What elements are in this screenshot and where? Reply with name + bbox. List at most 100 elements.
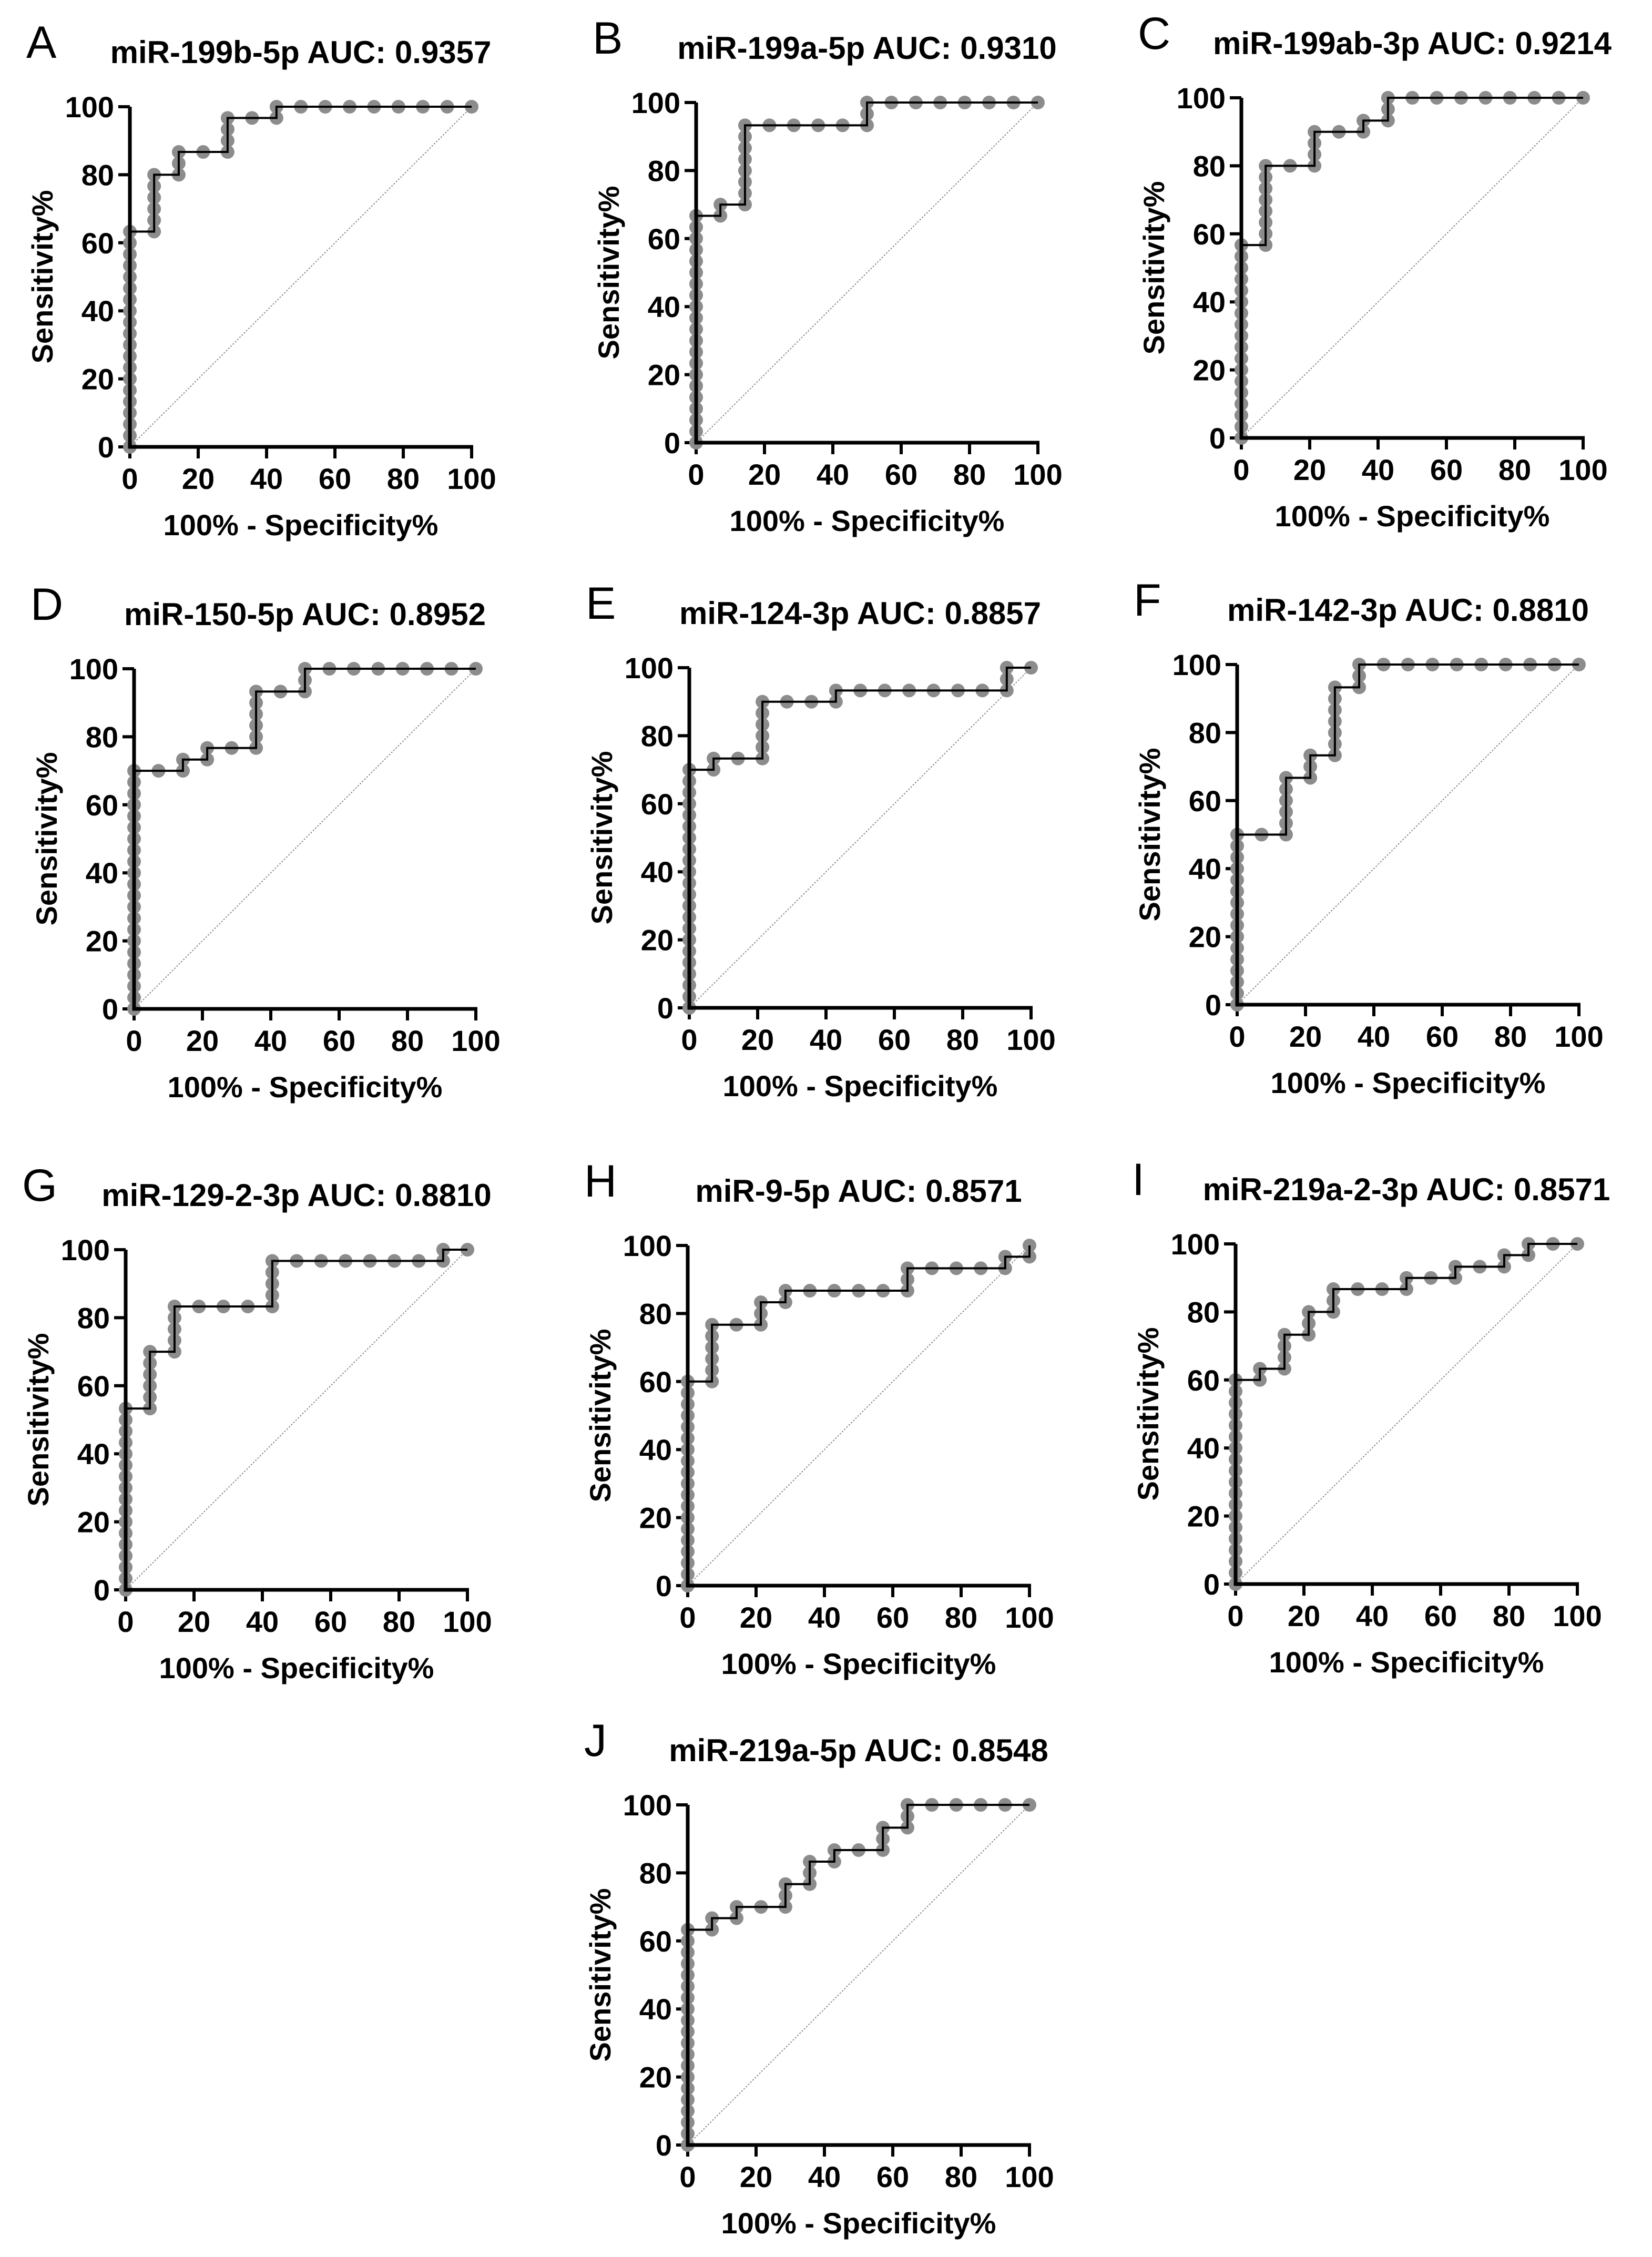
x-tick-label: 80 [953, 458, 986, 491]
y-tick-label: 0 [1209, 422, 1226, 455]
x-tick-label: 60 [876, 2160, 909, 2193]
y-axis-label: Sensitivity% [30, 752, 63, 926]
y-tick-label: 100 [1171, 1228, 1220, 1261]
chart-title: miR-199a-5p AUC: 0.9310 [677, 30, 1056, 66]
roc-curve [1240, 97, 1583, 438]
y-tick-label: 20 [81, 363, 114, 396]
x-tick-label: 40 [1358, 1020, 1390, 1053]
x-tick-label: 0 [121, 462, 138, 495]
roc-curve [687, 1804, 1029, 2145]
x-tick-label: 80 [1493, 1599, 1525, 1632]
x-tick-label: 20 [178, 1605, 210, 1638]
y-tick-label: 20 [641, 924, 674, 957]
y-tick-label: 20 [639, 2061, 672, 2094]
y-tick-label: 60 [86, 789, 118, 822]
x-tick-label: 0 [1229, 1020, 1245, 1053]
x-axis-label: 100% - Specificity% [1269, 1646, 1544, 1679]
x-tick-label: 60 [319, 462, 351, 495]
y-tick-label: 20 [1187, 1500, 1220, 1533]
y-tick-label: 0 [102, 993, 118, 1026]
x-tick-label: 100 [1554, 1020, 1603, 1053]
y-tick-label: 20 [1189, 921, 1221, 954]
x-tick-label: 80 [946, 1023, 979, 1056]
x-tick-label: 80 [1494, 1020, 1527, 1053]
x-tick-label: 20 [182, 462, 215, 495]
y-tick-label: 80 [1193, 149, 1226, 182]
y-axis-label: Sensitivity% [26, 190, 59, 364]
roc-curve [1235, 1243, 1577, 1584]
chart-title: miR-124-3p AUC: 0.8857 [679, 596, 1041, 631]
chart-title: miR-199ab-3p AUC: 0.9214 [1213, 26, 1612, 61]
x-tick-label: 100 [1006, 1023, 1055, 1056]
x-tick-label: 20 [741, 1023, 774, 1056]
x-tick-label: 100 [447, 462, 496, 495]
y-tick-label: 0 [1205, 988, 1221, 1022]
chart-title: miR-219a-5p AUC: 0.8548 [669, 1733, 1048, 1768]
panel-letter: E [586, 578, 616, 629]
x-axis-label: 100% - Specificity% [721, 1647, 996, 1680]
panel-letter: A [26, 17, 57, 68]
x-tick-label: 100 [1005, 1601, 1054, 1634]
x-axis-label: 100% - Specificity% [168, 1070, 443, 1104]
y-tick-label: 20 [648, 359, 680, 392]
y-tick-label: 60 [639, 1925, 672, 1958]
panel-letter: J [584, 1715, 607, 1766]
y-tick-label: 100 [1172, 648, 1221, 681]
roc-curve [687, 1245, 1031, 1586]
roc-curve [1236, 663, 1579, 1005]
x-tick-label: 80 [1498, 453, 1531, 486]
x-tick-label: 0 [117, 1605, 134, 1638]
y-tick-label: 100 [631, 86, 680, 119]
y-tick-label: 20 [639, 1502, 672, 1535]
y-axis-label: Sensitivity% [585, 751, 618, 925]
x-tick-label: 0 [681, 1023, 697, 1056]
chart-title: miR-219a-2-3p AUC: 0.8571 [1203, 1172, 1610, 1207]
x-tick-label: 40 [250, 462, 283, 495]
x-tick-label: 20 [740, 1601, 772, 1634]
x-tick-label: 100 [451, 1024, 500, 1057]
y-tick-label: 40 [81, 294, 114, 328]
x-tick-label: 0 [688, 458, 704, 491]
x-axis-label: 100% - Specificity% [723, 1069, 998, 1102]
y-tick-label: 100 [61, 1233, 110, 1267]
x-tick-label: 80 [945, 1601, 977, 1634]
y-tick-label: 100 [69, 652, 118, 686]
y-axis-label: Sensitivity% [592, 186, 625, 360]
y-tick-label: 80 [86, 720, 118, 753]
y-tick-label: 80 [648, 154, 680, 187]
roc-curve [688, 667, 1031, 1008]
x-tick-label: 60 [885, 458, 917, 491]
y-axis-label: Sensitivity% [1137, 181, 1170, 355]
panel-letter: H [584, 1156, 617, 1207]
y-tick-label: 0 [94, 1574, 110, 1607]
x-tick-label: 0 [679, 1601, 696, 1634]
x-tick-label: 100 [1558, 453, 1607, 486]
x-axis-label: 100% - Specificity% [721, 2207, 996, 2240]
y-tick-label: 80 [1187, 1295, 1220, 1329]
x-tick-label: 40 [817, 458, 849, 491]
x-tick-label: 60 [876, 1601, 909, 1634]
x-tick-label: 60 [1424, 1599, 1457, 1632]
y-tick-label: 40 [648, 290, 680, 323]
x-tick-label: 40 [810, 1023, 842, 1056]
x-tick-label: 60 [314, 1605, 347, 1638]
reference-diagonal [696, 102, 1038, 443]
x-axis-label: 100% - Specificity% [1275, 499, 1550, 533]
y-tick-label: 60 [648, 222, 680, 256]
reference-diagonal [687, 1245, 1030, 1586]
y-tick-label: 40 [641, 855, 674, 888]
y-tick-label: 80 [81, 158, 114, 191]
y-tick-label: 40 [1189, 852, 1221, 885]
y-tick-label: 80 [77, 1301, 110, 1334]
x-tick-label: 80 [383, 1605, 415, 1638]
